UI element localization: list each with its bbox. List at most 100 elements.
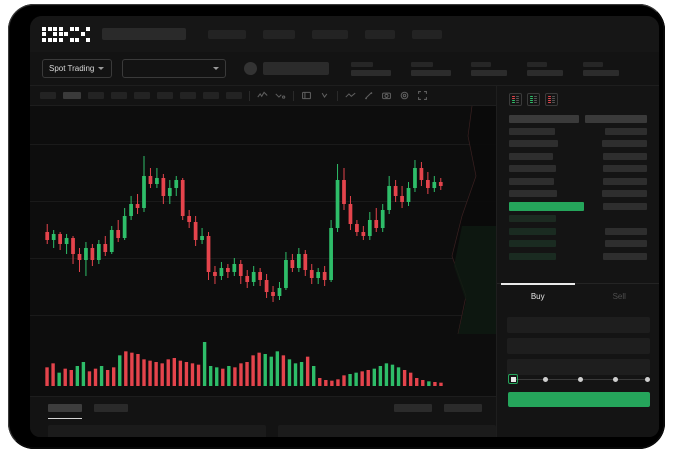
ticker-stat-3-value [471, 69, 507, 76]
ticker-stat-2-label [411, 61, 433, 67]
orders-action-button[interactable] [394, 404, 432, 412]
orders-rows [48, 425, 496, 437]
orders-action-button[interactable] [444, 404, 482, 412]
timeframe-1M[interactable] [226, 92, 242, 99]
trading-pair-select[interactable] [122, 59, 226, 78]
compare-icon[interactable] [275, 90, 286, 101]
orderbook-size-cell [602, 190, 647, 198]
order-total-field[interactable] [507, 359, 650, 375]
toolbar-divider [293, 90, 294, 101]
orderbook-row[interactable] [509, 114, 647, 124]
volume-series [45, 342, 443, 386]
nav-item-5[interactable] [412, 29, 442, 39]
timeframe-1d[interactable] [180, 92, 196, 99]
orderbook-mode-group [497, 86, 659, 112]
orderbook-row[interactable] [509, 214, 647, 224]
timeframe-5m[interactable] [63, 92, 81, 99]
slider-stop-100[interactable] [645, 376, 650, 382]
chart-type-icon[interactable] [319, 90, 330, 101]
nav-item-4[interactable] [365, 29, 395, 39]
timeframe-1h[interactable] [134, 92, 150, 99]
orderbook-row[interactable] [509, 164, 647, 174]
candlestick-chart[interactable] [30, 106, 496, 334]
orderbook-row[interactable] [509, 239, 647, 249]
timeframe-group [40, 92, 242, 99]
orderbook-mode-asks[interactable] [545, 93, 558, 106]
ticker-stat-3 [471, 61, 507, 76]
orderbook-row[interactable] [509, 177, 647, 187]
orderbook-price-cell [509, 240, 556, 248]
orderbook-price-cell [509, 227, 556, 235]
timeframe-4h[interactable] [157, 92, 173, 99]
nav-item-2[interactable] [263, 29, 295, 39]
orderbook-row[interactable] [509, 189, 647, 199]
template-icon[interactable] [301, 90, 312, 101]
orderbook-row[interactable] [509, 201, 647, 212]
orderbook-row[interactable] [509, 127, 647, 137]
indicator-icon[interactable] [257, 90, 268, 101]
orderbook-price-cell [509, 190, 557, 198]
orderbook-price-cell [509, 114, 579, 123]
orderbook-panel: Buy Sell [496, 86, 659, 437]
slider-handle[interactable] [508, 374, 518, 384]
buy-sell-tabs: Buy Sell [497, 283, 659, 309]
orderbook-size-cell [605, 127, 647, 135]
tab-sell[interactable]: Sell [579, 284, 660, 309]
orderbook-size-cell [602, 140, 647, 148]
orderbook-row[interactable] [509, 227, 647, 237]
orderbook-mode-bids[interactable] [527, 93, 540, 106]
bottom-tab-open-orders[interactable] [48, 404, 82, 419]
toolbar-divider [337, 90, 338, 101]
slider-stop-25[interactable] [543, 376, 548, 382]
search-input[interactable] [102, 28, 186, 40]
orderbook-row[interactable] [509, 152, 647, 162]
okx-logo[interactable] [42, 26, 90, 42]
ticker-stat-4-value [527, 69, 563, 76]
orderbook-price-cell [509, 177, 554, 185]
nav-item-3[interactable] [312, 29, 348, 39]
orders-panel [30, 396, 496, 437]
tab-buy-label: Buy [530, 292, 545, 301]
timeframe-1w[interactable] [203, 92, 219, 99]
camera-icon[interactable] [381, 90, 392, 101]
tab-sell-label: Sell [612, 292, 626, 301]
trendline-icon[interactable] [345, 90, 356, 101]
slider-stop-75[interactable] [613, 376, 618, 382]
bottom-row-1 [48, 425, 266, 437]
chevron-down-icon [213, 67, 219, 70]
volume-chart[interactable] [30, 334, 496, 396]
bottom-tab-order-history[interactable] [94, 404, 128, 412]
market-type-label: Spot Trading [49, 64, 95, 73]
fullscreen-icon[interactable] [417, 90, 428, 101]
orderbook-row[interactable] [509, 139, 647, 149]
order-amount-field[interactable] [507, 338, 650, 354]
nav-item-1[interactable] [208, 29, 246, 39]
coin-avatar [244, 62, 257, 75]
market-type-select[interactable]: Spot Trading [42, 59, 112, 78]
timeframe-30m[interactable] [111, 92, 127, 99]
orderbook-list[interactable] [497, 112, 659, 261]
orderbook-size-cell [603, 202, 647, 210]
ticker-stats [351, 61, 639, 76]
order-price-field[interactable] [507, 317, 650, 333]
orderbook-row[interactable] [509, 252, 647, 262]
orderbook-size-cell [605, 240, 647, 248]
orderbook-price-cell [509, 215, 556, 223]
orderbook-mode-both[interactable] [509, 93, 522, 106]
ticker-bar: Spot Trading [30, 52, 659, 86]
percent-slider[interactable] [508, 374, 650, 384]
tab-buy[interactable]: Buy [497, 283, 579, 309]
chart-toolbar [30, 86, 496, 106]
chevron-down-icon [98, 67, 105, 70]
slider-stop-50[interactable] [578, 376, 583, 382]
measure-icon[interactable] [363, 90, 374, 101]
order-form [497, 311, 659, 386]
settings-icon[interactable] [399, 90, 410, 101]
timeframe-1m[interactable] [40, 92, 56, 99]
place-order-button[interactable] [508, 392, 650, 407]
orderbook-price-cell [509, 252, 556, 260]
orderbook-size-cell [603, 177, 647, 185]
gridline [30, 201, 496, 202]
timeframe-15m[interactable] [88, 92, 104, 99]
orderbook-size-cell [605, 227, 647, 235]
